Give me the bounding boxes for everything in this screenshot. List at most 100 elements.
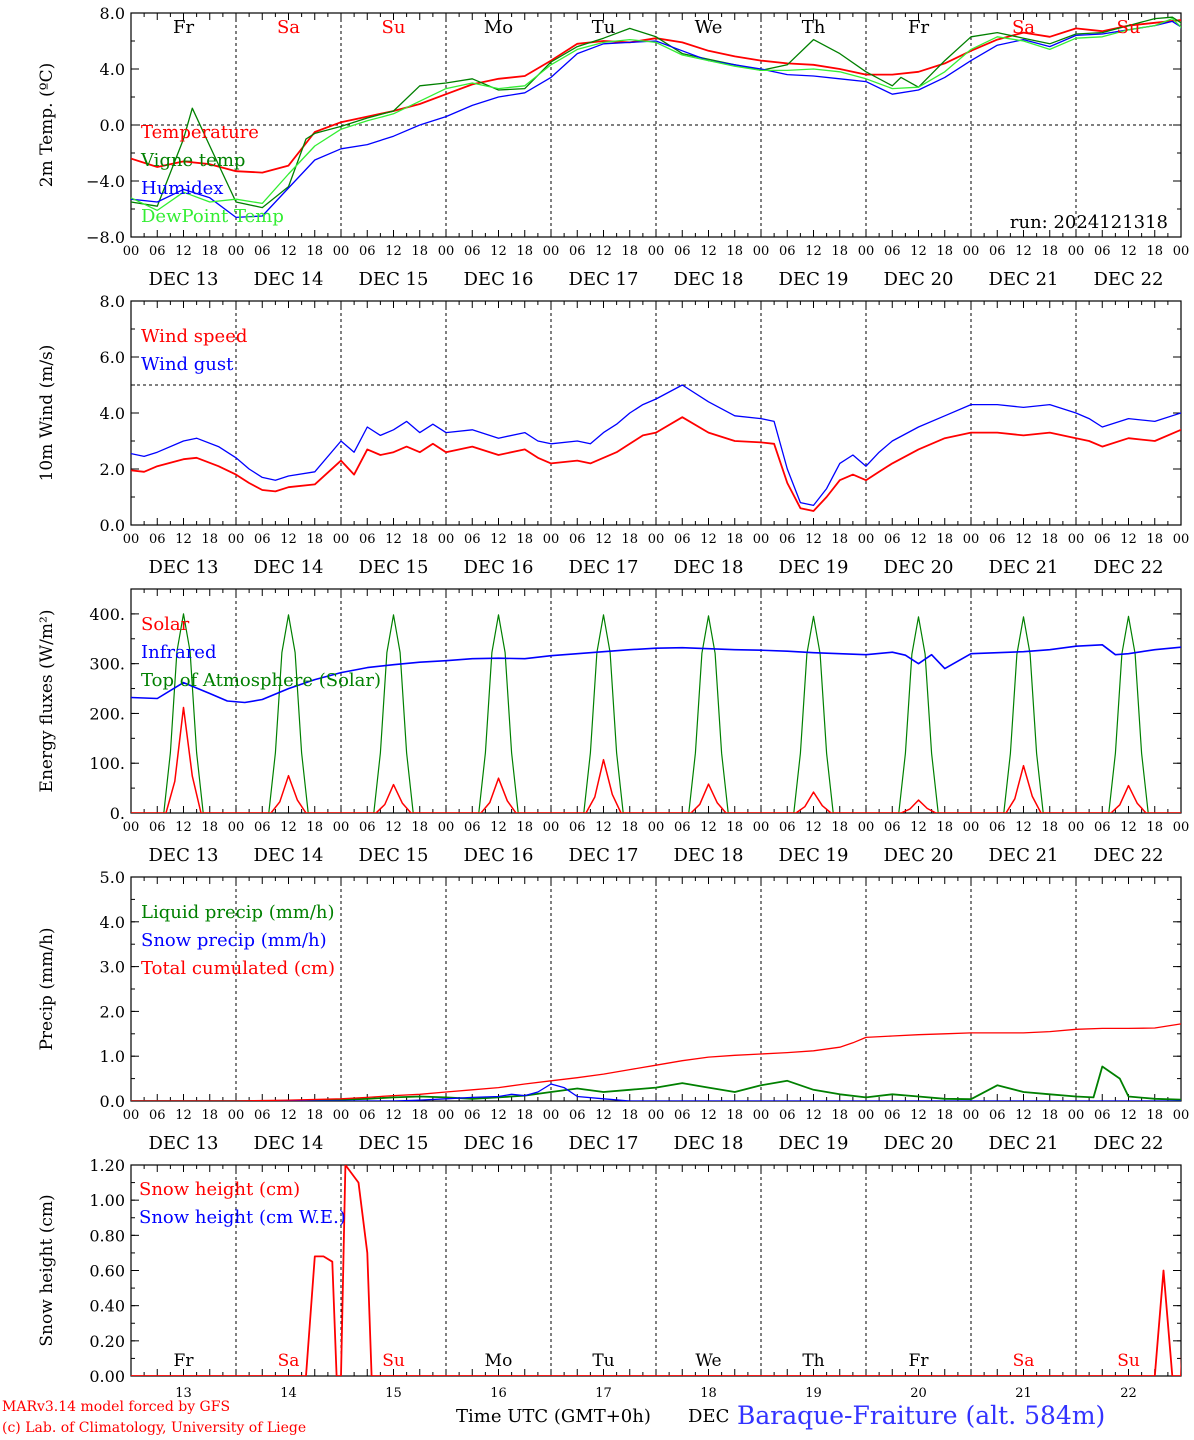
hour-tick-label: 00	[438, 244, 455, 259]
hour-tick-label: 06	[779, 1108, 796, 1123]
hour-tick-label: 18	[306, 244, 323, 259]
hour-tick-label: 06	[359, 1108, 376, 1123]
date-label: DEC 17	[569, 1133, 639, 1154]
hour-tick-label: 18	[936, 820, 953, 835]
hour-tick-label: 06	[989, 820, 1006, 835]
hour-tick-label: 00	[753, 244, 770, 259]
hour-tick-label: 18	[726, 244, 743, 259]
hour-tick-label: 00	[123, 532, 140, 547]
hour-tick-label: 06	[569, 820, 586, 835]
hour-tick-label: 12	[910, 532, 927, 547]
legend-entry: Humidex	[141, 178, 223, 199]
series-line-wind-speed	[131, 416, 1181, 512]
legend-entry: DewPoint Temp	[141, 206, 284, 227]
date-label: DEC 18	[674, 557, 744, 578]
hour-tick-label: 18	[1041, 1108, 1058, 1123]
hour-tick-label: 00	[123, 1108, 140, 1123]
weekday-label: Tu	[592, 1351, 614, 1371]
weekday-label: Su	[382, 17, 406, 38]
date-label: DEC 22	[1094, 845, 1164, 866]
date-label: DEC 21	[989, 845, 1059, 866]
hour-tick-label: 12	[175, 1108, 192, 1123]
hour-tick-label: 12	[175, 820, 192, 835]
legend-entry: Snow height (cm)	[139, 1179, 300, 1200]
date-label: DEC 16	[464, 845, 534, 866]
hour-tick-label: 06	[254, 1108, 271, 1123]
hour-tick-label: 18	[1041, 244, 1058, 259]
run-label: run: 2024121318	[1010, 212, 1168, 233]
hour-tick-label: 00	[963, 820, 980, 835]
station-title: Baraque-Fraiture (alt. 584m)	[737, 1401, 1106, 1430]
hour-tick-label: 18	[516, 820, 533, 835]
hour-tick-label: 00	[858, 1108, 875, 1123]
hour-tick-label: 12	[490, 532, 507, 547]
hour-tick-label: 12	[595, 244, 612, 259]
hour-tick-label: 06	[989, 1108, 1006, 1123]
weekday-label: Sa	[278, 1351, 300, 1371]
hour-tick-label: 18	[621, 532, 638, 547]
hour-tick-label: 12	[805, 1108, 822, 1123]
y-tick-label: 4.0	[100, 913, 125, 932]
y-tick-label: 4.0	[100, 404, 125, 423]
hour-tick-label: 18	[831, 244, 848, 259]
weekday-label: Sa	[1012, 17, 1035, 38]
y-tick-label: 0.20	[89, 1332, 125, 1351]
date-label: DEC 15	[359, 1133, 429, 1154]
weekday-label: Mo	[485, 1351, 513, 1371]
hour-tick-label: 12	[280, 820, 297, 835]
hour-tick-label: 12	[910, 1108, 927, 1123]
hour-tick-label: 18	[201, 532, 218, 547]
hour-tick-label: 18	[306, 820, 323, 835]
hour-tick-label: 06	[1094, 820, 1111, 835]
date-label: DEC 15	[359, 845, 429, 866]
date-label: DEC 20	[884, 1133, 954, 1154]
day-number-label: 21	[1015, 1386, 1032, 1401]
series-solar-line	[131, 706, 1181, 813]
day-number-label: 19	[805, 1386, 822, 1401]
date-label: DEC 17	[569, 845, 639, 866]
hour-tick-label: 06	[569, 532, 586, 547]
y-tick-label: 100.	[89, 754, 125, 773]
hour-tick-label: 18	[936, 1108, 953, 1123]
y-tick-label: 0.0	[100, 116, 125, 135]
legend-entry: Wind gust	[141, 354, 234, 375]
hour-tick-label: 12	[595, 532, 612, 547]
hour-tick-label: 00	[543, 820, 560, 835]
hour-tick-label: 00	[228, 532, 245, 547]
copyright-credit: (c) Lab. of Climatology, University of L…	[2, 1420, 307, 1436]
hour-tick-label: 00	[648, 1108, 665, 1123]
hour-tick-label: 00	[543, 532, 560, 547]
hour-tick-label: 18	[1146, 244, 1163, 259]
hour-tick-label: 12	[385, 244, 402, 259]
date-label: DEC 14	[254, 557, 324, 578]
hour-tick-label: 06	[1094, 1108, 1111, 1123]
y-tick-label: 0.00	[89, 1367, 125, 1386]
hour-tick-label: 06	[149, 532, 166, 547]
weekday-label: Su	[1117, 17, 1141, 38]
hour-tick-label: 06	[989, 244, 1006, 259]
legend-entry: Infrared	[141, 642, 216, 663]
hour-tick-label: 00	[1173, 532, 1190, 547]
date-label: DEC 20	[884, 845, 954, 866]
y-tick-label: 3.0	[100, 958, 125, 977]
y-tick-label: −8.0	[86, 228, 125, 247]
hour-tick-label: 06	[464, 820, 481, 835]
hour-tick-label: 12	[280, 244, 297, 259]
legend-entry: Top of Atmosphere (Solar)	[141, 670, 381, 691]
hour-tick-label: 18	[831, 1108, 848, 1123]
weekday-label: We	[695, 1351, 721, 1371]
hour-tick-label: 12	[1120, 532, 1137, 547]
date-label: DEC 18	[674, 1133, 744, 1154]
hour-tick-label: 00	[1068, 820, 1085, 835]
hour-tick-label: 12	[490, 244, 507, 259]
date-label: DEC 16	[464, 557, 534, 578]
hour-tick-label: 00	[648, 532, 665, 547]
y-axis-label: 10m Wind (m/s)	[37, 345, 57, 482]
date-label: DEC 21	[989, 557, 1059, 578]
y-tick-label: 1.00	[89, 1191, 125, 1210]
hour-tick-label: 00	[1068, 532, 1085, 547]
hour-tick-label: 12	[1015, 244, 1032, 259]
hour-tick-label: 06	[359, 532, 376, 547]
date-label: DEC 21	[989, 1133, 1059, 1154]
hour-tick-label: 00	[438, 1108, 455, 1123]
